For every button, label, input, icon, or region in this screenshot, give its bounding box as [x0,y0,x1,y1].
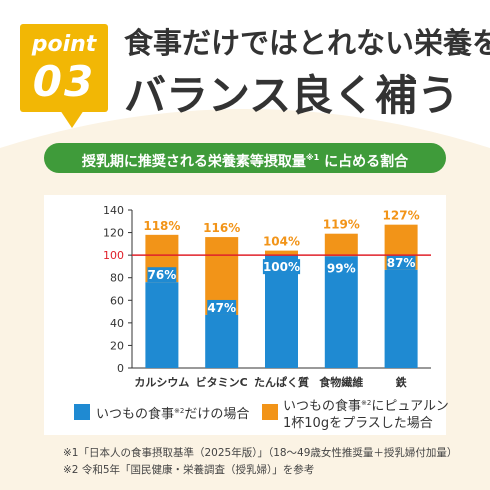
base-data-label: 76% [148,268,177,282]
headline-line2: バランス良く補う [124,71,460,120]
legend-label-2: いつもの食事※2にピュアルン 1杯10gをプラスした場合 [283,395,449,432]
legend-1-text: いつもの食事 [96,407,175,422]
base-label-box [147,267,177,283]
bar-chart: 0 20 40 60 80 100 120 140 118% 76% カルシウム 116% 47% ビタミ… [103,204,431,389]
y-tick-label: 20 [110,339,124,352]
base-data-label: 87% [387,256,416,270]
total-data-label: 127% [383,209,420,223]
category-label: ビタミンC [196,375,248,389]
base-label-box [386,254,416,270]
point-badge: point 03 [20,24,108,112]
legend-1-suffix: だけの場合 [184,407,250,422]
legend-2-text-b: にピュアルン [371,399,449,414]
base-data-label: 47% [207,301,236,315]
total-data-label: 104% [263,235,300,249]
headline-line1: 食事だけではとれない栄養を [124,26,490,60]
chart-subtitle: 授乳期に推奨される栄養素等摂取量※1 に占める割合 [44,143,446,173]
total-data-label: 119% [323,218,360,232]
badge-number: 03 [32,57,96,106]
legend-1-mark: ※2 [174,407,185,415]
total-data-label: 118% [143,219,180,233]
legend-swatch-blue [74,404,90,420]
subtitle-text: 授乳期に推奨される栄養素等摂取量 [81,154,306,170]
bar-base [145,282,179,368]
badge-word: point [31,32,97,57]
bar-total [265,250,298,256]
subtitle-mark: ※1 [305,153,320,162]
base-label-box [207,299,237,315]
y-tick-label: 40 [110,317,124,330]
legend-2-text-a: いつもの食事 [283,399,362,414]
y-tick-label: 140 [103,204,124,217]
bar-total [324,233,358,257]
bar-base [384,269,418,368]
category-label: 食物繊維 [319,375,363,389]
legend-2-mark: ※2 [361,399,372,407]
subtitle-suffix: に占める割合 [319,154,409,170]
legend-swatch-orange [262,404,278,420]
footnote-2: ※2 令和5年「国民健康・栄養調査（授乳婦）」を参考 [63,464,315,476]
y-tick-label: 120 [103,227,124,240]
category-label: たんぱく質 [254,375,309,389]
y-tick-label: 80 [110,272,124,285]
y-tick-label: 0 [117,362,124,375]
legend-label-1: いつもの食事※2だけの場合 [96,403,249,423]
category-label: 鉄 [396,375,408,389]
legend-2-line2: 1杯10gをプラスした場合 [283,416,433,431]
base-data-label: 100% [263,260,300,274]
base-label-box [262,259,301,275]
badge-tail [60,110,84,128]
base-data-label: 99% [327,261,356,275]
total-data-label: 116% [203,221,240,235]
y-tick-label: 100 [103,249,124,262]
chart-card: 0 20 40 60 80 100 120 140 118% 76% カルシウム 116% 47% ビタミ… [44,195,446,435]
bar-base [205,314,239,368]
category-label: カルシウム [134,376,189,389]
footnote-1: ※1「日本人の食事摂取基準（2025年版）」（18〜49歳女性推奨量＋授乳婦付加… [63,447,458,459]
base-label-box [326,260,356,276]
y-tick-label: 60 [110,294,124,307]
